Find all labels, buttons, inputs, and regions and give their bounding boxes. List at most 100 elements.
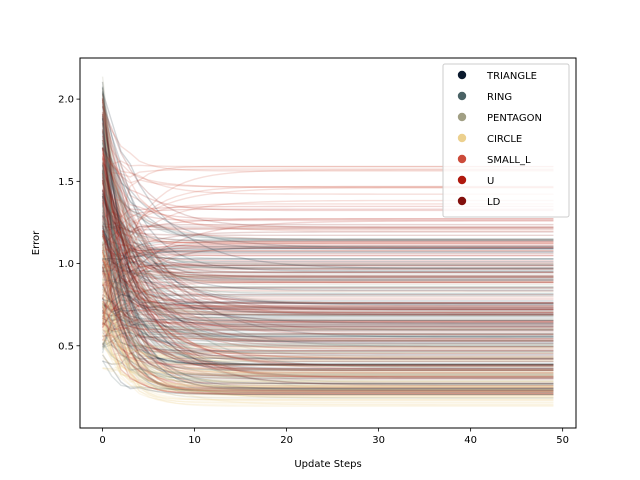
series-line-ring: [101, 319, 554, 363]
series-line-small-l: [101, 173, 554, 244]
legend-label: CIRCLE: [487, 134, 522, 145]
series-line-small-l: [101, 328, 554, 366]
series-line-u: [101, 258, 554, 308]
series-line-triangle: [101, 86, 554, 390]
series-line-pentagon: [102, 264, 554, 279]
series-line-pentagon: [101, 241, 554, 336]
series-line-u: [102, 245, 554, 260]
series-line-pentagon: [101, 273, 554, 368]
series-line-ld: [102, 322, 554, 331]
series-line-ld: [101, 148, 554, 279]
series-line-ld: [101, 235, 554, 348]
series-line-small-l: [102, 230, 554, 244]
series-line-ring: [101, 298, 554, 390]
series-line-triangle: [101, 190, 554, 315]
legend-label: LD: [487, 197, 501, 208]
series-line-ring: [101, 205, 554, 322]
series-line-small-l: [101, 99, 554, 278]
series-line-circle: [101, 234, 554, 383]
x-tick-label: 50: [556, 435, 569, 446]
legend-label: PENTAGON: [487, 113, 542, 124]
series-line-small-l: [101, 183, 554, 241]
series-line-triangle: [101, 146, 554, 250]
series-line-u: [101, 259, 554, 304]
series-line-ring: [101, 239, 554, 350]
series-line-triangle: [101, 189, 554, 289]
series-line-circle: [101, 314, 554, 394]
series-line-ring: [101, 104, 554, 260]
legend-marker: [457, 154, 467, 164]
series-line-ring: [101, 188, 554, 265]
series-line-circle: [101, 252, 554, 368]
series-line-u: [101, 246, 554, 329]
series-line-triangle: [101, 117, 554, 390]
series-line-pentagon: [101, 218, 554, 330]
series-line-u: [102, 240, 554, 266]
series-line-ld: [101, 162, 554, 386]
series-line-u: [101, 180, 554, 352]
series-line-triangle: [101, 232, 554, 280]
series-line-triangle: [101, 179, 554, 254]
series-line-ring: [101, 237, 554, 367]
series-line-small-l: [101, 173, 554, 392]
series-line-ld: [101, 304, 554, 366]
series-line-ring: [101, 268, 554, 365]
series-line-circle: [101, 322, 554, 403]
series-line-pentagon: [101, 285, 554, 345]
series-line-ring: [101, 310, 554, 379]
series-line-u: [102, 244, 554, 336]
series-line-u: [102, 218, 554, 246]
series-line-ring: [101, 128, 554, 240]
series-line-small-l: [102, 264, 554, 292]
series-line-triangle: [101, 284, 554, 366]
series-line-small-l: [102, 317, 554, 331]
series-line-triangle: [102, 331, 554, 348]
series-line-circle: [101, 241, 554, 399]
series-line-ring: [101, 172, 554, 241]
series-line-ld: [101, 94, 554, 274]
series-line-ld: [101, 97, 554, 304]
series-line-triangle: [101, 225, 554, 360]
series-line-circle: [102, 338, 554, 353]
series-line-u: [101, 233, 554, 289]
series-line-u: [101, 230, 554, 307]
series-line-triangle: [101, 123, 554, 338]
series-line-triangle: [102, 315, 554, 332]
series-line-ring: [101, 190, 554, 273]
series-line-pentagon: [101, 99, 554, 286]
series-line-small-l: [101, 128, 554, 392]
series-line-u: [101, 307, 554, 341]
series-line-ring: [101, 210, 554, 365]
series-line-u: [101, 235, 554, 367]
series-line-circle: [101, 320, 554, 402]
series-line-ring: [102, 321, 554, 361]
series-line-u: [101, 283, 554, 335]
series-line-triangle: [101, 101, 554, 327]
series-line-pentagon: [101, 140, 554, 346]
legend-label: SMALL_L: [487, 155, 531, 166]
series-line-ring: [102, 238, 554, 261]
series-line-ring: [101, 223, 554, 335]
series-line-small-l: [101, 167, 554, 311]
series-line-circle: [101, 253, 554, 377]
series-line-u: [101, 309, 554, 395]
series-line-ld: [101, 231, 554, 278]
series-line-triangle: [101, 170, 554, 371]
series-line-triangle: [101, 164, 554, 366]
series-line-pentagon: [101, 125, 554, 358]
series-line-small-l: [101, 176, 554, 245]
series-line-ld: [101, 251, 554, 310]
series-line-circle: [102, 327, 554, 374]
series-line-ld: [102, 300, 554, 310]
series-line-ring: [101, 234, 554, 312]
series-line-triangle: [102, 300, 554, 326]
series-line-u: [101, 213, 554, 304]
series-line-small-l: [101, 112, 554, 228]
series-line-circle: [101, 281, 554, 388]
series-line-triangle: [102, 294, 554, 305]
y-tick-label: 1.5: [58, 177, 74, 188]
legend-frame: [442, 63, 570, 218]
series-line-ld: [101, 164, 554, 322]
series-line-circle: [101, 287, 554, 387]
